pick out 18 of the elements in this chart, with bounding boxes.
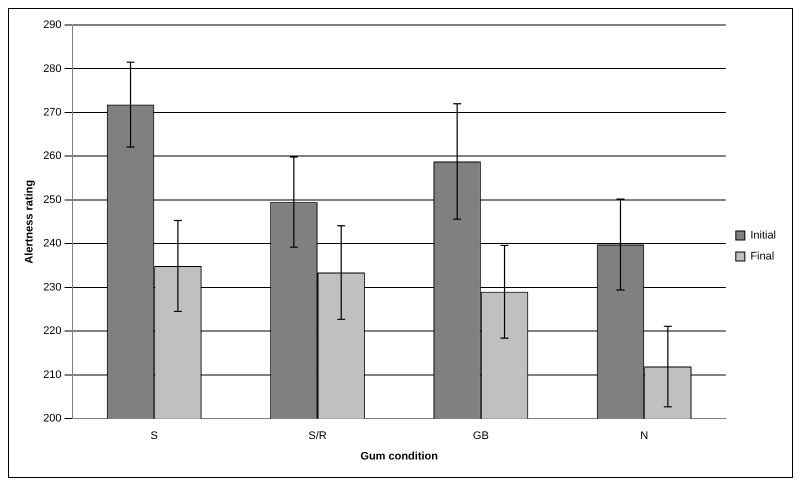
y-tick-label: 260 [43, 150, 62, 162]
x-axis-title: Gum condition [360, 450, 438, 462]
y-tick-label: 280 [43, 62, 62, 75]
y-tick-label: 270 [43, 106, 62, 118]
y-tick-label: 290 [43, 19, 62, 32]
y-tick-label: 230 [43, 281, 62, 294]
x-tick-label: S/R [308, 430, 327, 442]
y-tick-label: 220 [43, 325, 62, 338]
x-tick-label: S [150, 430, 158, 442]
legend-label: Final [750, 250, 774, 263]
y-tick-label: 210 [43, 368, 62, 381]
legend-label: Initial [750, 230, 776, 242]
y-tick-label: 240 [43, 238, 62, 250]
y-axis-title: Alertness rating [24, 180, 36, 264]
y-tick-label: 250 [43, 194, 62, 206]
x-tick-label: N [640, 430, 648, 442]
x-tick-label: GB [472, 430, 489, 442]
y-tick-label: 200 [43, 412, 62, 425]
